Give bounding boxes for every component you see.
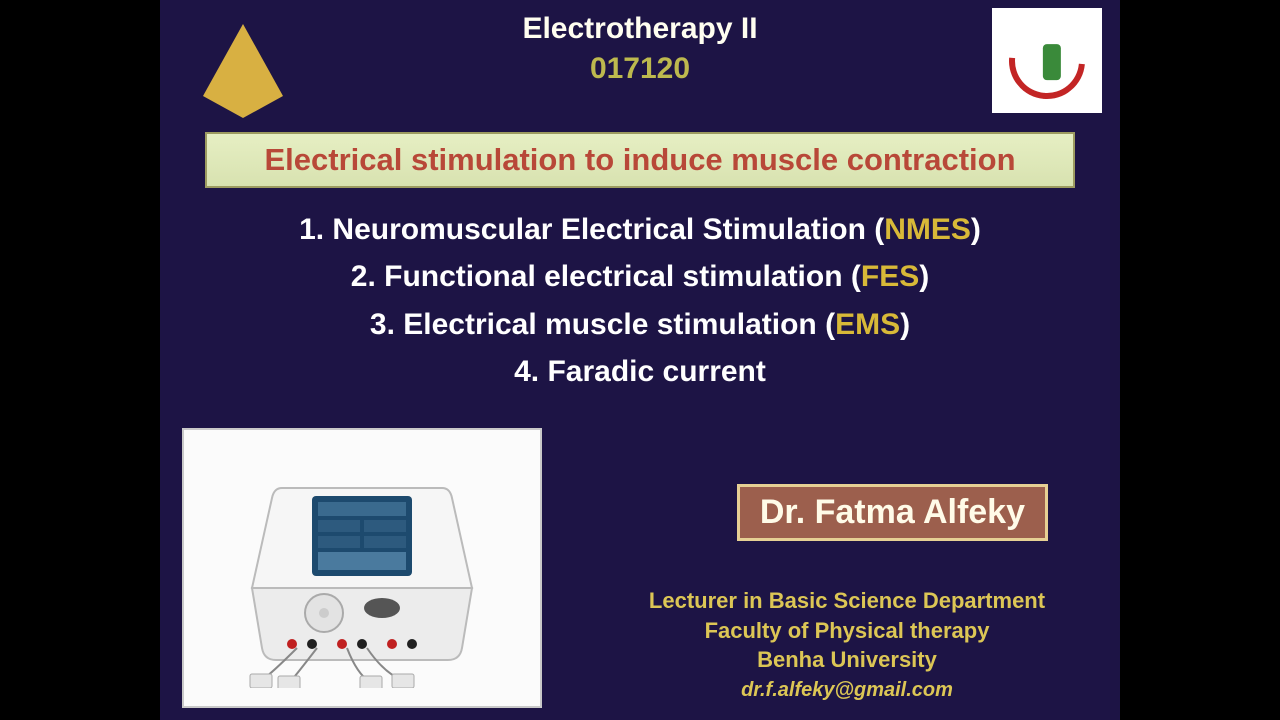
list-item-3-prefix: 3. Electrical muscle stimulation ( xyxy=(370,308,835,341)
slide-header: Electrotherapy II 017120 xyxy=(160,0,1120,130)
topic-title-box: Electrical stimulation to induce muscle … xyxy=(205,132,1075,188)
presenter-name: Dr. Fatma Alfeky xyxy=(760,493,1025,531)
faculty-logo xyxy=(992,8,1102,113)
pyramid-emblem-icon xyxy=(203,24,283,96)
topic-title-text: Electrical stimulation to induce muscle … xyxy=(264,142,1015,177)
list-item-2: 2. Functional electrical stimulation (FE… xyxy=(160,253,1120,300)
presenter-email: dr.f.alfeky@gmail.com xyxy=(574,679,1120,702)
list-item-1: 1. Neuromuscular Electrical Stimulation … xyxy=(160,206,1120,253)
presenter-name-box: Dr. Fatma Alfeky xyxy=(737,484,1048,541)
list-item-3-accent: EMS xyxy=(835,308,900,341)
list-item-4: 4. Faradic current xyxy=(160,348,1120,395)
list-item-2-prefix: 2. Functional electrical stimulation ( xyxy=(351,260,861,293)
credential-line-2: Faculty of Physical therapy xyxy=(574,616,1120,646)
university-logo xyxy=(178,0,308,120)
list-item-1-prefix: 1. Neuromuscular Electrical Stimulation … xyxy=(299,213,884,246)
credential-line-3: Benha University xyxy=(574,645,1120,675)
list-item-3-suffix: ) xyxy=(900,308,910,341)
crescent-people-icon xyxy=(993,7,1100,114)
list-item-1-suffix: ) xyxy=(971,213,981,246)
electrotherapy-device-icon xyxy=(212,448,512,688)
list-item-2-suffix: ) xyxy=(919,260,929,293)
topic-list: 1. Neuromuscular Electrical Stimulation … xyxy=(160,206,1120,396)
device-image xyxy=(182,428,542,708)
list-item-1-accent: NMES xyxy=(884,213,971,246)
slide-bottom: Dr. Fatma Alfeky Lecturer in Basic Scien… xyxy=(160,440,1120,720)
presentation-slide: Electrotherapy II 017120 Electrical stim… xyxy=(160,0,1120,720)
list-item-2-accent: FES xyxy=(861,260,919,293)
presenter-credentials: Lecturer in Basic Science Department Fac… xyxy=(574,586,1120,702)
credential-line-1: Lecturer in Basic Science Department xyxy=(574,586,1120,616)
list-item-3: 3. Electrical muscle stimulation (EMS) xyxy=(160,301,1120,348)
